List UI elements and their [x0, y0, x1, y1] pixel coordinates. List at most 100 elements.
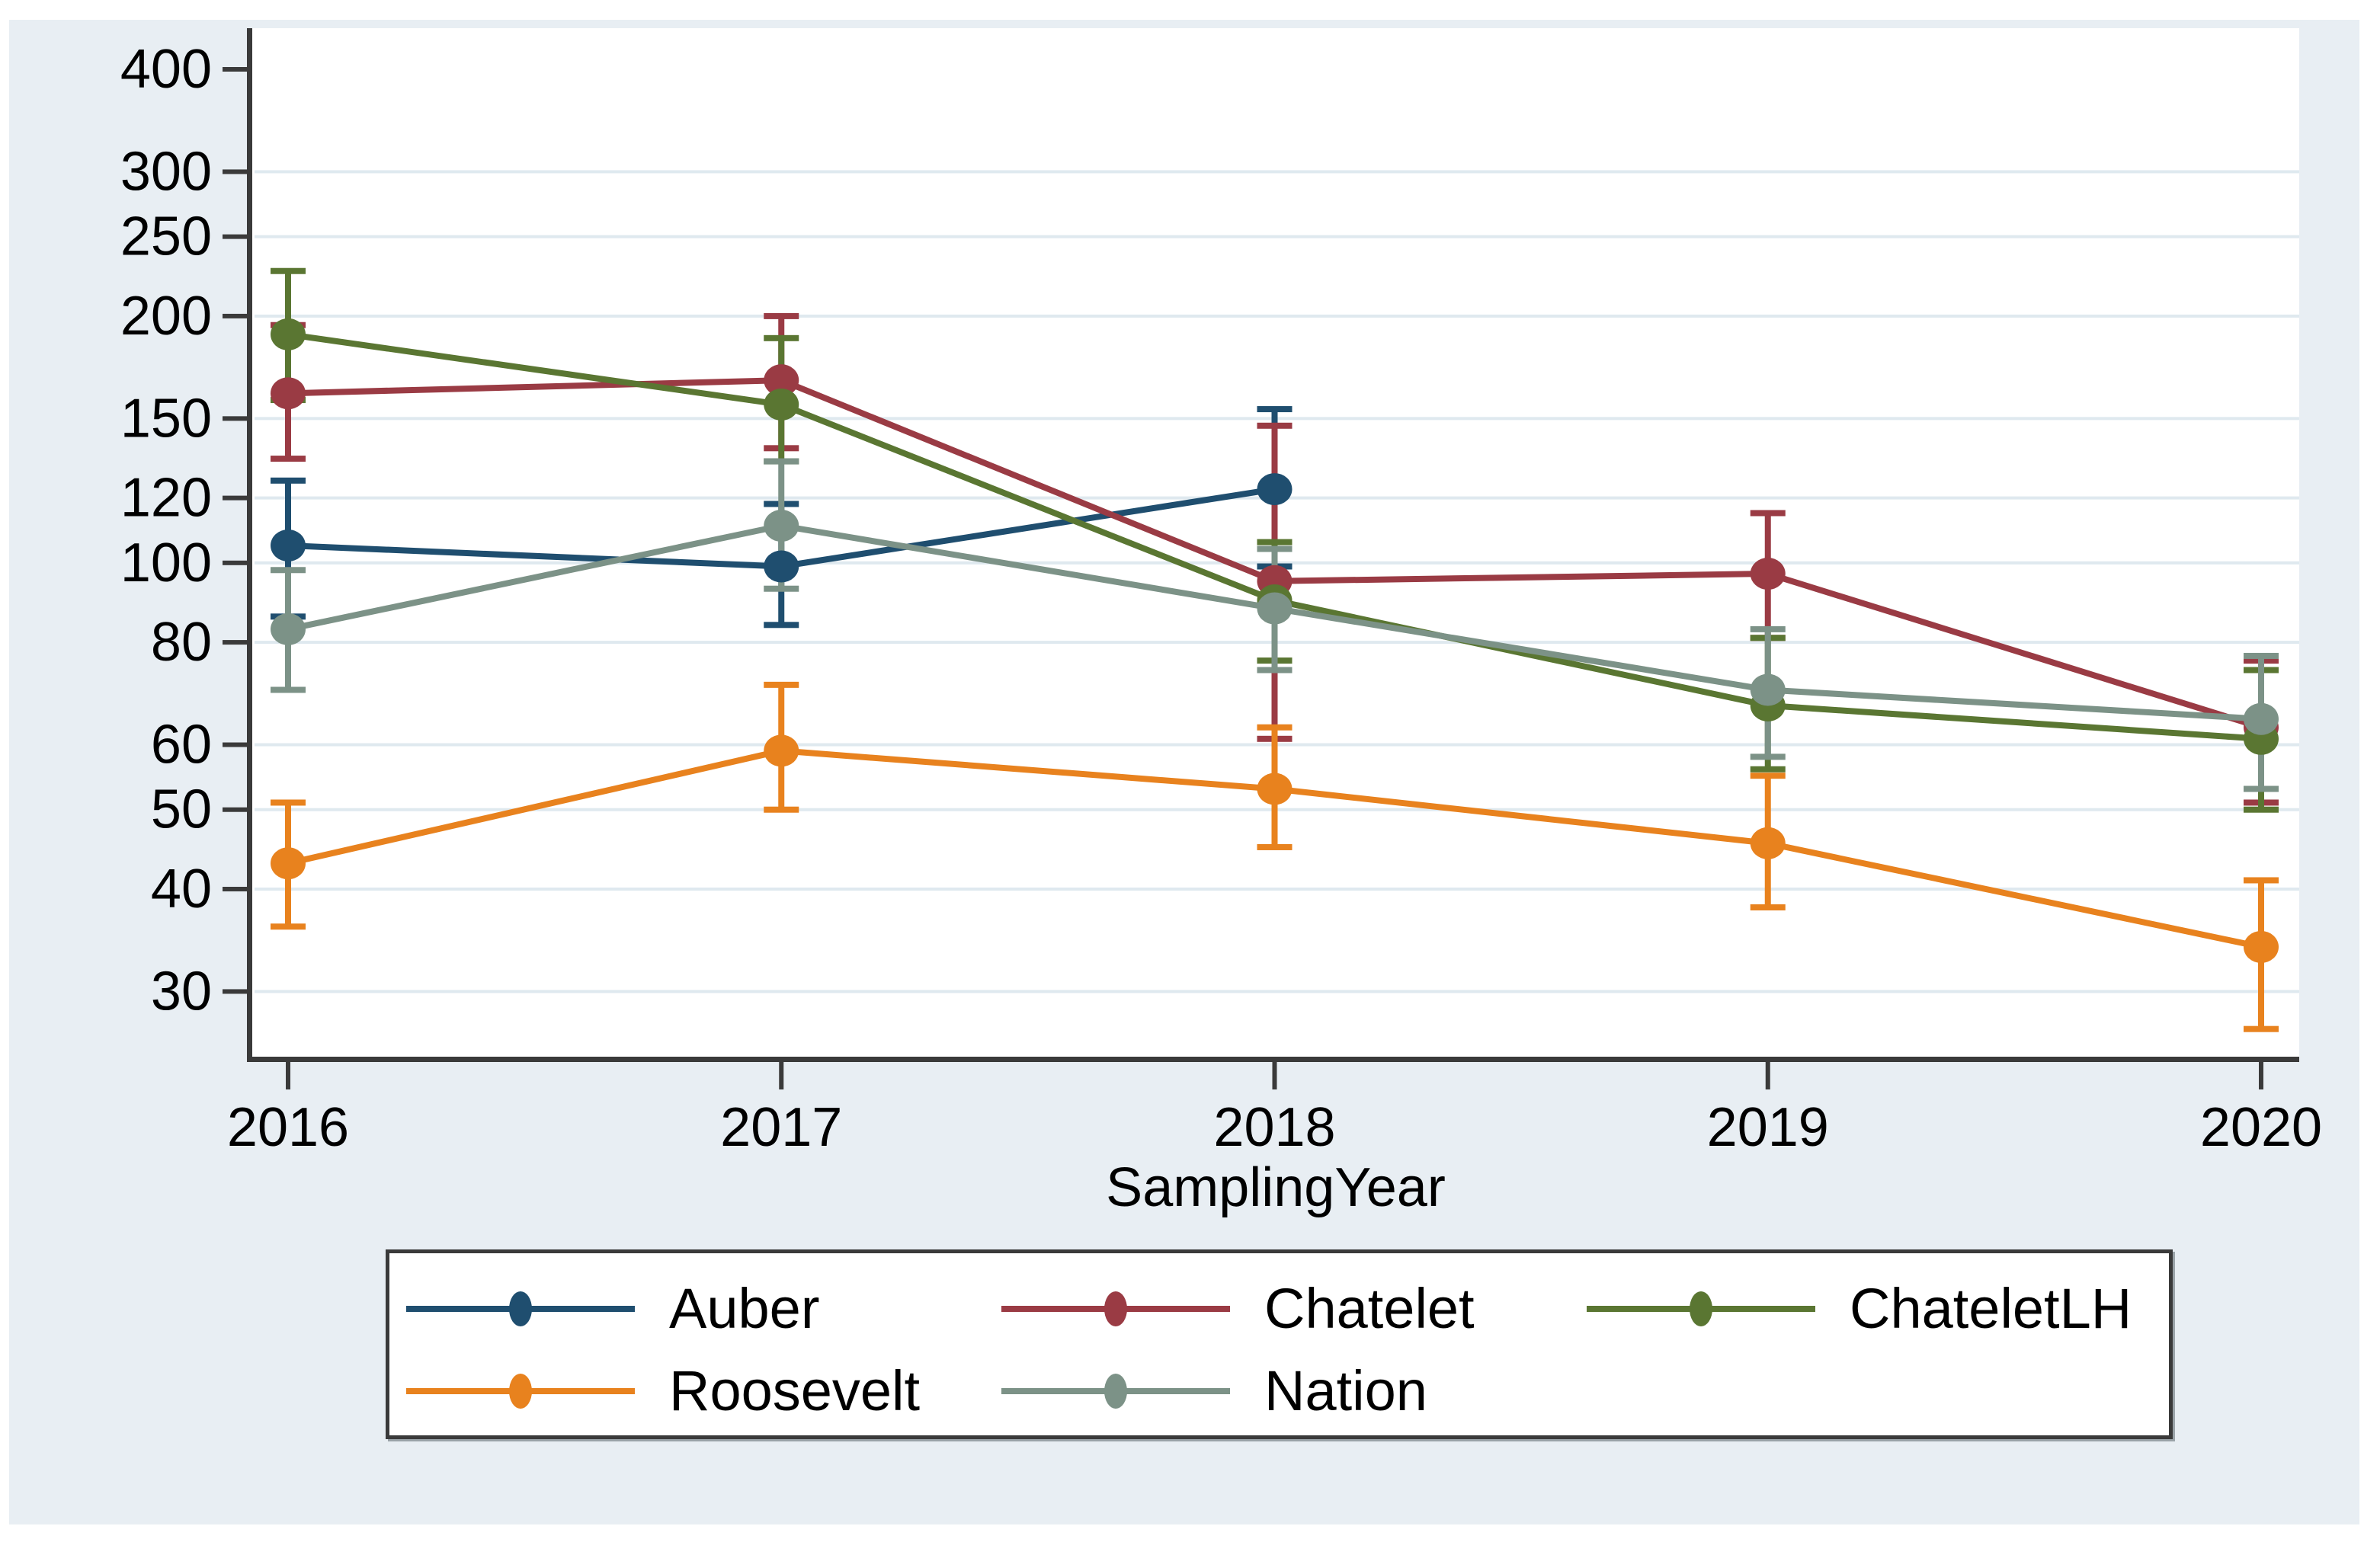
errorbar-cap-low-Nation-2017	[764, 585, 799, 592]
legend-label: Chatelet	[1264, 1277, 1475, 1340]
errorbar-cap-high-Nation-2019	[1750, 625, 1786, 632]
y-tick-label-50: 50	[151, 779, 212, 840]
legend-item-nation: Nation	[1001, 1359, 1427, 1422]
legend-swatch	[1587, 1282, 1815, 1336]
gridline-250	[255, 235, 2299, 238]
errorbar-cap-low-Nation-2020	[2244, 785, 2279, 792]
errorbar-cap-high-Nation-2020	[2244, 652, 2279, 659]
errorbar-cap-high-ChateletLH-2017	[764, 334, 799, 341]
legend-label: ChateletLH	[1850, 1277, 2132, 1340]
errorbar-cap-high-Chatelet-2017	[764, 312, 799, 319]
y-tick-label-60: 60	[151, 715, 212, 776]
errorbar-cap-high-Nation-2016	[271, 567, 306, 574]
y-tick-label-40: 40	[151, 859, 212, 920]
errorbar-cap-low-Nation-2019	[1750, 753, 1786, 760]
legend-marker-dot-icon	[1104, 1374, 1127, 1409]
data-point-Roosevelt-2016	[271, 847, 306, 880]
y-tick-label-100: 100	[120, 533, 212, 593]
data-point-Roosevelt-2018	[1257, 773, 1293, 805]
x-tick-2016	[286, 1062, 290, 1089]
x-tick-label-2017: 2017	[720, 1097, 842, 1158]
data-point-Roosevelt-2017	[764, 734, 799, 767]
y-tick-200	[223, 313, 247, 318]
errorbar-cap-high-Auber-2018	[1257, 406, 1293, 413]
legend-swatch	[406, 1364, 635, 1418]
errorbar-cap-high-ChateletLH-2018	[1257, 539, 1293, 545]
y-tick-label-80: 80	[151, 612, 212, 673]
errorbar-cap-low-Roosevelt-2019	[1750, 904, 1786, 910]
y-tick-120	[223, 495, 247, 501]
errorbar-cap-high-Chatelet-2019	[1750, 510, 1786, 517]
y-axis-line	[247, 28, 252, 1062]
data-point-Auber-2018	[1257, 473, 1293, 506]
errorbar-cap-high-Chatelet-2018	[1257, 422, 1293, 429]
legend-label: Nation	[1264, 1359, 1427, 1422]
data-point-Nation-2018	[1257, 592, 1293, 625]
legend-swatch	[1001, 1364, 1230, 1418]
data-point-Roosevelt-2020	[2244, 930, 2279, 963]
gridline-30	[255, 990, 2299, 993]
y-tick-label-200: 200	[120, 286, 212, 347]
data-point-ChateletLH-2016	[271, 318, 306, 350]
data-point-Auber-2016	[271, 529, 306, 562]
data-point-Chatelet-2019	[1750, 558, 1786, 590]
errorbar-cap-low-Roosevelt-2017	[764, 806, 799, 813]
legend-label: Auber	[669, 1277, 820, 1340]
errorbar-cap-low-Auber-2017	[764, 622, 799, 629]
x-tick-2020	[2259, 1062, 2263, 1089]
y-tick-label-250: 250	[120, 206, 212, 267]
y-tick-60	[223, 742, 247, 747]
errorbar-cap-high-Roosevelt-2017	[764, 681, 799, 688]
legend-marker-dot-icon	[1104, 1291, 1127, 1326]
y-tick-250	[223, 234, 247, 239]
errorbar-cap-low-ChateletLH-2019	[1750, 766, 1786, 773]
x-tick-2019	[1765, 1062, 1770, 1089]
data-point-Nation-2017	[764, 510, 799, 542]
gridline-200	[255, 314, 2299, 318]
errorbar-cap-high-Roosevelt-2019	[1750, 773, 1786, 779]
x-tick-2017	[779, 1062, 784, 1089]
y-tick-label-400: 400	[120, 39, 212, 100]
x-axis-title: SamplingYear	[1106, 1157, 1446, 1218]
errorbar-cap-low-Chatelet-2016	[271, 456, 306, 462]
x-tick-label-2019: 2019	[1707, 1097, 1829, 1158]
gridline-300	[255, 170, 2299, 174]
errorbar-cap-high-ChateletLH-2016	[271, 267, 306, 274]
y-tick-40	[223, 887, 247, 891]
chart-legend: Auber Chatelet ChateletLH Roosevelt	[386, 1249, 2173, 1439]
y-tick-150	[223, 416, 247, 421]
legend-label: Roosevelt	[669, 1359, 921, 1422]
legend-item-roosevelt: Roosevelt	[406, 1359, 921, 1422]
errorbar-cap-low-ChateletLH-2020	[2244, 806, 2279, 813]
y-tick-label-150: 150	[120, 388, 212, 449]
data-point-ChateletLH-2017	[764, 389, 799, 421]
errorbar-cap-low-Roosevelt-2018	[1257, 843, 1293, 850]
legend-marker-dot-icon	[509, 1291, 532, 1326]
errorbar-cap-low-Nation-2018	[1257, 667, 1293, 673]
errorbar-cap-low-Roosevelt-2016	[271, 923, 306, 930]
legend-item-chateletlh: ChateletLH	[1587, 1277, 2132, 1340]
y-tick-label-300: 300	[120, 141, 212, 202]
data-point-Nation-2016	[271, 613, 306, 645]
gridline-40	[255, 888, 2299, 891]
errorbar-cap-high-Nation-2017	[764, 458, 799, 465]
legend-swatch	[406, 1282, 635, 1336]
errorbar-cap-low-Nation-2016	[271, 686, 306, 693]
y-tick-300	[223, 169, 247, 174]
x-tick-2018	[1272, 1062, 1277, 1089]
errorbar-cap-high-Roosevelt-2020	[2244, 877, 2279, 884]
legend-item-chatelet: Chatelet	[1001, 1277, 1475, 1340]
y-tick-label-30: 30	[151, 961, 212, 1022]
errorbar-cap-low-Roosevelt-2020	[2244, 1025, 2279, 1032]
data-point-Chatelet-2017	[764, 364, 799, 397]
errorbar-cap-high-Nation-2018	[1257, 545, 1293, 552]
legend-marker-dot-icon	[509, 1374, 532, 1409]
data-point-Chatelet-2016	[271, 377, 306, 410]
x-axis-line	[247, 1057, 2299, 1062]
y-tick-100	[223, 560, 247, 565]
data-point-Nation-2020	[2244, 702, 2279, 735]
legend-swatch	[1001, 1282, 1230, 1336]
data-point-Roosevelt-2019	[1750, 827, 1786, 859]
data-point-Nation-2019	[1750, 673, 1786, 706]
